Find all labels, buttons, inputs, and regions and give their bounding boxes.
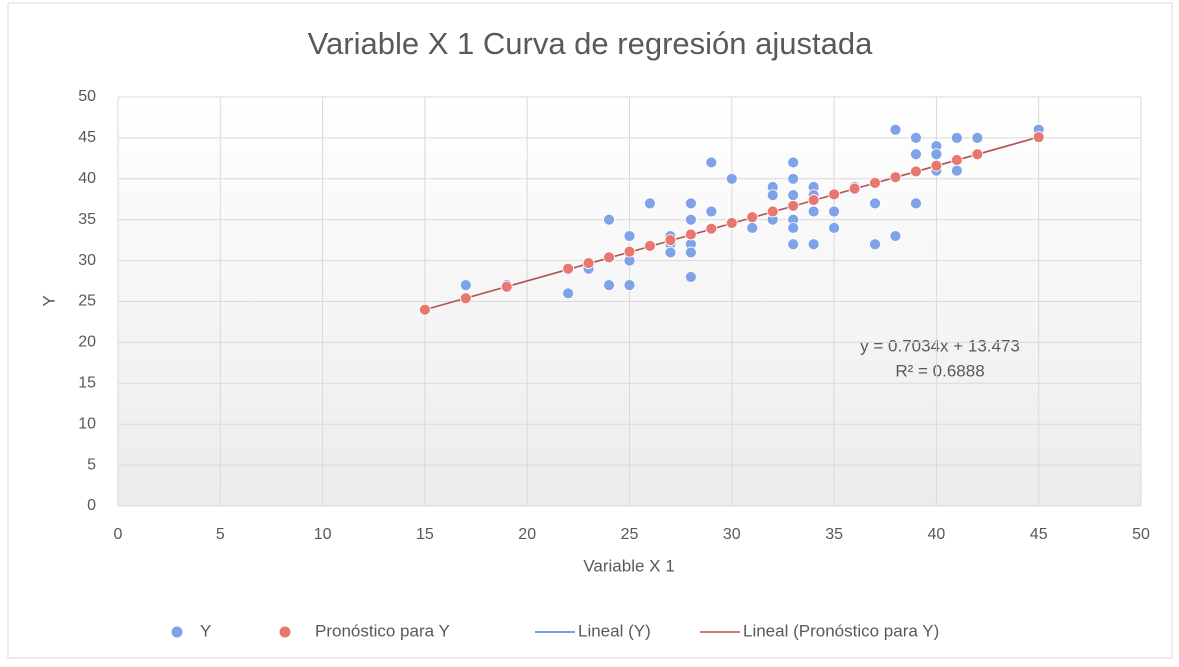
point xyxy=(787,238,800,251)
x-tick-label: 15 xyxy=(416,526,434,543)
legend-swatch xyxy=(279,626,291,638)
point xyxy=(746,221,759,234)
y-tick-label: 45 xyxy=(78,129,96,146)
point xyxy=(807,238,820,251)
y-tick-label: 35 xyxy=(78,211,96,228)
x-tick-label: 25 xyxy=(621,526,639,543)
chart-title: Variable X 1 Curva de regresión ajustada xyxy=(308,26,873,61)
point xyxy=(603,251,615,264)
point xyxy=(889,171,902,184)
point xyxy=(684,271,697,283)
x-tick-label: 5 xyxy=(216,526,225,543)
point xyxy=(664,234,677,247)
y-tick-label: 40 xyxy=(78,170,96,187)
legend-label: Lineal (Pronóstico para Y) xyxy=(743,621,939,640)
point xyxy=(787,189,800,202)
point xyxy=(971,131,984,144)
y-tick-label: 25 xyxy=(78,293,96,310)
legend-label: Lineal (Y) xyxy=(578,621,651,640)
x-axis-label: Variable X 1 xyxy=(583,556,674,575)
point xyxy=(684,228,697,241)
point xyxy=(930,148,943,161)
point xyxy=(910,148,922,161)
x-tick-label: 10 xyxy=(314,526,332,543)
annotation: y = 0.7034x + 13.473 xyxy=(860,336,1020,355)
point xyxy=(644,197,656,210)
x-tick-label: 40 xyxy=(928,526,946,543)
point xyxy=(828,221,840,234)
point xyxy=(418,303,431,316)
annotation: R² = 0.6888 xyxy=(895,361,984,380)
point xyxy=(725,217,738,229)
point xyxy=(664,246,677,259)
point xyxy=(582,257,595,269)
point xyxy=(562,262,575,275)
point xyxy=(459,292,472,305)
point xyxy=(807,205,820,218)
x-tick-label: 50 xyxy=(1132,526,1150,543)
point xyxy=(684,246,697,259)
point xyxy=(787,172,800,185)
point xyxy=(725,172,738,185)
point xyxy=(889,230,902,242)
point xyxy=(807,194,820,206)
point xyxy=(705,156,718,169)
point xyxy=(848,182,861,195)
point xyxy=(603,213,615,226)
point xyxy=(705,222,718,235)
point xyxy=(930,159,943,172)
y-tick-label: 30 xyxy=(78,252,96,269)
point xyxy=(787,199,800,212)
point xyxy=(950,154,963,166)
point xyxy=(828,205,840,218)
x-tick-label: 30 xyxy=(723,526,741,543)
point xyxy=(644,239,656,252)
point xyxy=(950,131,963,144)
legend-label: Y xyxy=(200,621,211,640)
point xyxy=(623,279,636,292)
point xyxy=(603,279,615,292)
point xyxy=(766,205,779,218)
point xyxy=(459,279,472,292)
legend-label: Pronóstico para Y xyxy=(315,621,450,640)
point xyxy=(787,156,800,169)
y-tick-label: 50 xyxy=(78,88,96,105)
y-axis-label: Y xyxy=(39,295,58,306)
point xyxy=(910,131,922,144)
point xyxy=(869,176,881,189)
point xyxy=(869,238,881,251)
y-tick-label: 20 xyxy=(78,334,96,351)
point xyxy=(910,165,922,178)
point xyxy=(910,197,922,210)
y-tick-label: 0 xyxy=(87,497,96,514)
point xyxy=(971,148,984,161)
point xyxy=(766,189,779,202)
point xyxy=(787,221,800,234)
point xyxy=(889,123,902,136)
point xyxy=(623,230,636,242)
y-tick-label: 5 xyxy=(87,456,96,473)
legend-swatch xyxy=(171,626,183,638)
point xyxy=(950,164,963,177)
y-tick-label: 10 xyxy=(78,415,96,432)
point xyxy=(869,197,881,210)
point xyxy=(623,245,636,258)
x-tick-label: 0 xyxy=(114,526,123,543)
x-tick-label: 20 xyxy=(518,526,536,543)
point xyxy=(746,211,759,224)
point xyxy=(705,205,718,218)
x-tick-label: 45 xyxy=(1030,526,1048,543)
point xyxy=(562,287,575,300)
point xyxy=(1032,131,1045,143)
point xyxy=(684,197,697,210)
point xyxy=(500,280,513,293)
x-tick-label: 35 xyxy=(825,526,843,543)
point xyxy=(684,213,697,226)
y-tick-label: 15 xyxy=(78,375,96,392)
point xyxy=(828,188,840,201)
